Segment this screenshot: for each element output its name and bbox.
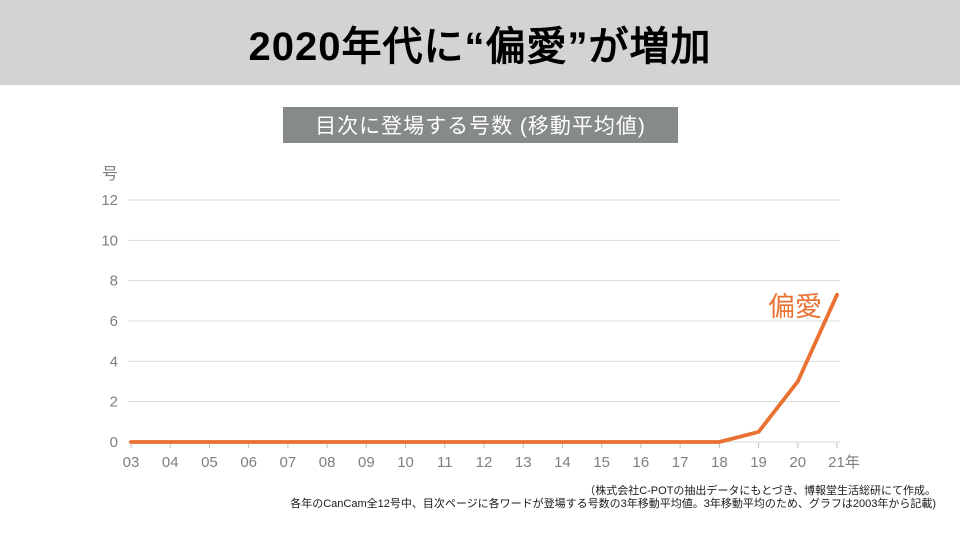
chart-subtitle-chip: 目次に登場する号数 (移動平均値) bbox=[283, 107, 678, 143]
x-tick-label-07: 07 bbox=[280, 454, 297, 471]
x-tick-label-11: 11 bbox=[437, 454, 453, 471]
x-tick-label-21: 21年 bbox=[828, 454, 860, 471]
footnote-line-1: （株式会社C-POTの抽出データにもとづき、博報堂生活総研にて作成。 bbox=[584, 485, 936, 497]
series-line bbox=[129, 292, 839, 444]
x-tick-label-13: 13 bbox=[515, 454, 532, 471]
y-tick-label-6: 6 bbox=[110, 313, 118, 330]
x-tick-label-15: 15 bbox=[593, 454, 610, 471]
title-banner: 2020年代に“偏愛”が増加 bbox=[0, 0, 960, 85]
footnote-line-2: 各年のCanCam全12号中、目次ページに各ワードが登場する号数の3年移動平均値… bbox=[290, 498, 936, 510]
slide-title: 2020年代に“偏愛”が増加 bbox=[248, 24, 712, 69]
y-tick-label-4: 4 bbox=[110, 353, 118, 370]
x-tick-label-14: 14 bbox=[554, 454, 571, 471]
x-tick-label-16: 16 bbox=[633, 454, 650, 471]
x-tick-label-10: 10 bbox=[397, 454, 414, 471]
series-label: 偏愛 bbox=[768, 292, 822, 322]
x-tick-label-20: 20 bbox=[789, 454, 806, 471]
x-tick-label-09: 09 bbox=[358, 454, 375, 471]
y-tick-label-0: 0 bbox=[110, 434, 118, 451]
x-tick-label-03: 03 bbox=[123, 454, 140, 471]
y-axis-unit-label: 号 bbox=[102, 165, 118, 183]
y-tick-label-12: 12 bbox=[101, 192, 118, 209]
x-tick-label-08: 08 bbox=[319, 454, 336, 471]
y-tick-label-8: 8 bbox=[110, 273, 118, 290]
x-tick-label-12: 12 bbox=[476, 454, 493, 471]
y-tick-label-10: 10 bbox=[101, 232, 118, 249]
x-tick-label-18: 18 bbox=[711, 454, 728, 471]
x-tick-label-19: 19 bbox=[750, 454, 767, 471]
y-tick-label-2: 2 bbox=[110, 394, 118, 411]
source-footnote: （株式会社C-POTの抽出データにもとづき、博報堂生活総研にて作成。 各年のCa… bbox=[156, 485, 936, 511]
x-tick-label-17: 17 bbox=[672, 454, 689, 471]
x-tick-label-04: 04 bbox=[162, 454, 179, 471]
line-chart: 0 2 4 6 8 10 12 号 03 04 05 06 07 08 09 10 11 12 13 14 15 16 17… bbox=[101, 165, 860, 471]
chart-subtitle: 目次に登場する号数 (移動平均値) bbox=[315, 115, 646, 138]
x-tick-label-06: 06 bbox=[240, 454, 257, 471]
x-tick-label-05: 05 bbox=[201, 454, 218, 471]
